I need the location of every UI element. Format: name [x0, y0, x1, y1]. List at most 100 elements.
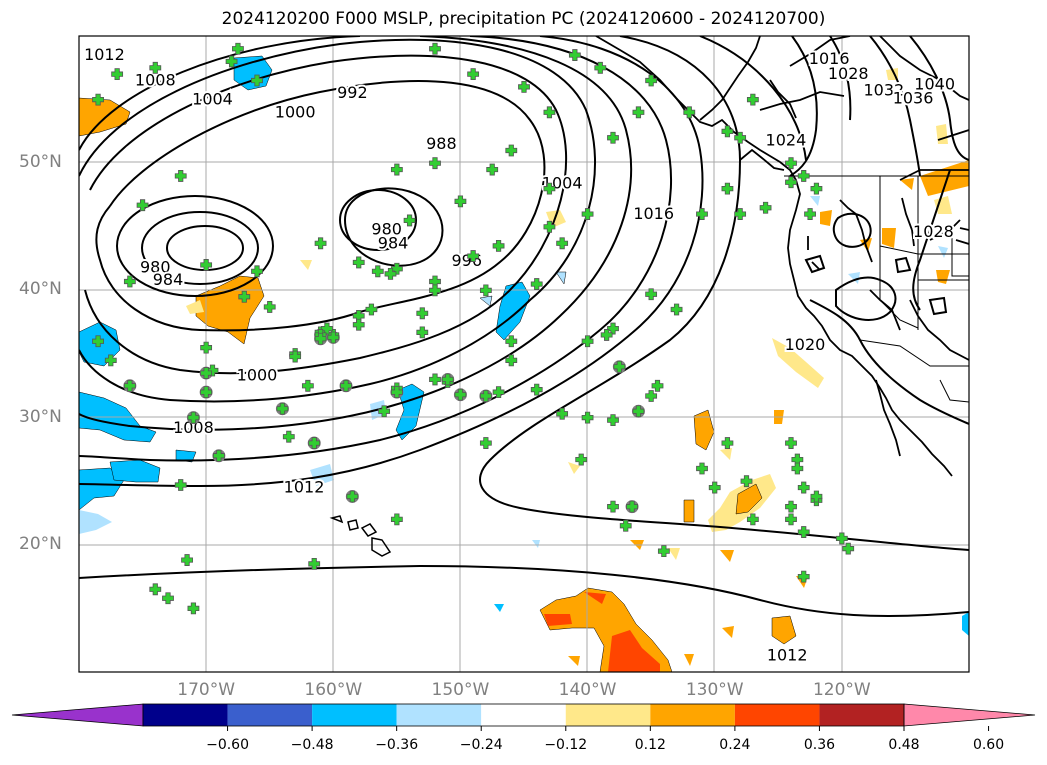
- plus-marker: [721, 437, 734, 449]
- plus-marker: [651, 379, 664, 392]
- plus-marker: [581, 208, 594, 220]
- plus-marker: [842, 542, 855, 555]
- plus-marker: [136, 199, 149, 212]
- plus-marker: [505, 335, 518, 348]
- isobar-label: 992: [337, 83, 368, 102]
- plus-marker: [683, 106, 696, 119]
- plus-marker: [225, 55, 238, 68]
- plus-marker: [289, 350, 302, 363]
- plus-marker: [238, 290, 251, 303]
- colorbar-extend-low: [11, 703, 144, 727]
- plus-marker: [301, 379, 314, 392]
- plus-marker: [530, 278, 543, 290]
- plus-marker: [251, 265, 263, 278]
- plus-marker: [600, 329, 613, 341]
- plus-marker: [645, 288, 658, 301]
- plus-marker: [785, 513, 797, 526]
- plus-marker: [454, 388, 467, 401]
- plus-marker: [581, 411, 594, 424]
- plus-marker: [111, 68, 124, 81]
- colorbar-segment: [819, 704, 904, 726]
- colorbar-segment: [734, 704, 820, 726]
- plus-marker: [371, 265, 384, 278]
- colorbar-tick-label: −0.24: [459, 737, 503, 753]
- lon-label: 160°W: [304, 680, 363, 700]
- plus-marker: [200, 259, 213, 271]
- precip-signal-markers: [92, 42, 855, 615]
- colorbar-tick-label: 0.36: [803, 737, 836, 753]
- plus-marker: [314, 237, 327, 250]
- plus-marker: [835, 532, 848, 545]
- isobar-label: 1020: [785, 335, 826, 354]
- plus-marker: [187, 602, 200, 615]
- plus-marker: [785, 157, 797, 170]
- plus-marker: [263, 301, 276, 313]
- plus-marker: [149, 583, 162, 596]
- isobar-label: 980: [371, 219, 402, 238]
- plus-marker: [282, 430, 295, 443]
- plus-marker: [594, 61, 607, 74]
- isobar-label: 1008: [135, 71, 176, 90]
- plus-marker: [390, 513, 403, 526]
- plus-marker: [429, 157, 441, 170]
- colorbar-tick-label: 0.12: [634, 737, 666, 753]
- plus-marker: [746, 513, 759, 526]
- isobar-label: 984: [153, 270, 184, 289]
- plus-marker: [607, 322, 619, 335]
- plus-marker: [429, 42, 441, 55]
- plus-marker: [556, 407, 569, 420]
- isobar-label: 1016: [809, 49, 850, 68]
- plus-marker: [276, 402, 289, 415]
- isobars: [79, 36, 969, 617]
- plus-marker: [479, 284, 492, 297]
- plus-marker: [492, 239, 505, 252]
- plus-marker: [607, 500, 619, 513]
- plus-marker: [568, 49, 581, 61]
- isobar-label: 1000: [275, 102, 316, 121]
- plus-marker: [486, 163, 499, 176]
- isobar-label: 980: [140, 258, 171, 277]
- plus-marker: [785, 437, 797, 449]
- plus-marker: [785, 500, 797, 513]
- plus-marker: [390, 262, 403, 275]
- colorbar-segment: [396, 704, 482, 726]
- plus-marker: [314, 332, 327, 345]
- map-title: 2024120200 F000 MSLP, precipitation PC (…: [221, 9, 826, 29]
- isobar-label: 1016: [633, 204, 674, 223]
- plus-marker: [92, 335, 104, 348]
- plus-marker: [162, 592, 174, 605]
- colorbar-frame: [142, 703, 905, 727]
- isobar-label: 1012: [284, 478, 325, 497]
- plus-marker: [340, 379, 352, 392]
- plus-marker: [181, 554, 193, 566]
- plus-marker: [607, 131, 619, 144]
- colorbar-segment: [565, 704, 651, 726]
- plus-marker: [810, 490, 823, 503]
- plus-marker: [645, 390, 658, 402]
- plus-marker: [308, 437, 321, 449]
- colorbar-segment: [650, 704, 735, 726]
- colorbar-tick-label: −0.60: [206, 737, 249, 753]
- plus-marker: [441, 373, 454, 386]
- plus-marker: [327, 331, 340, 344]
- isobar-label: 984: [378, 233, 409, 252]
- lon-label: 140°W: [558, 680, 617, 700]
- graticule: [79, 36, 969, 672]
- lon-label: 170°W: [177, 680, 236, 700]
- plus-marker: [346, 490, 359, 503]
- plus-marker: [645, 74, 658, 87]
- plus-marker: [200, 386, 213, 399]
- isobar-label: 1024: [766, 130, 807, 149]
- plus-marker: [416, 326, 429, 339]
- plus-marker: [454, 195, 467, 208]
- plus-marker: [429, 284, 441, 297]
- plus-marker: [321, 322, 333, 335]
- plus-marker: [797, 170, 810, 182]
- plus-marker: [797, 481, 810, 494]
- plus-marker: [505, 144, 518, 157]
- plus-marker: [308, 557, 321, 570]
- plus-marker: [251, 74, 263, 87]
- plus-marker: [543, 220, 556, 233]
- isobar-label: 1036: [893, 88, 934, 107]
- lon-label: 130°W: [685, 680, 744, 700]
